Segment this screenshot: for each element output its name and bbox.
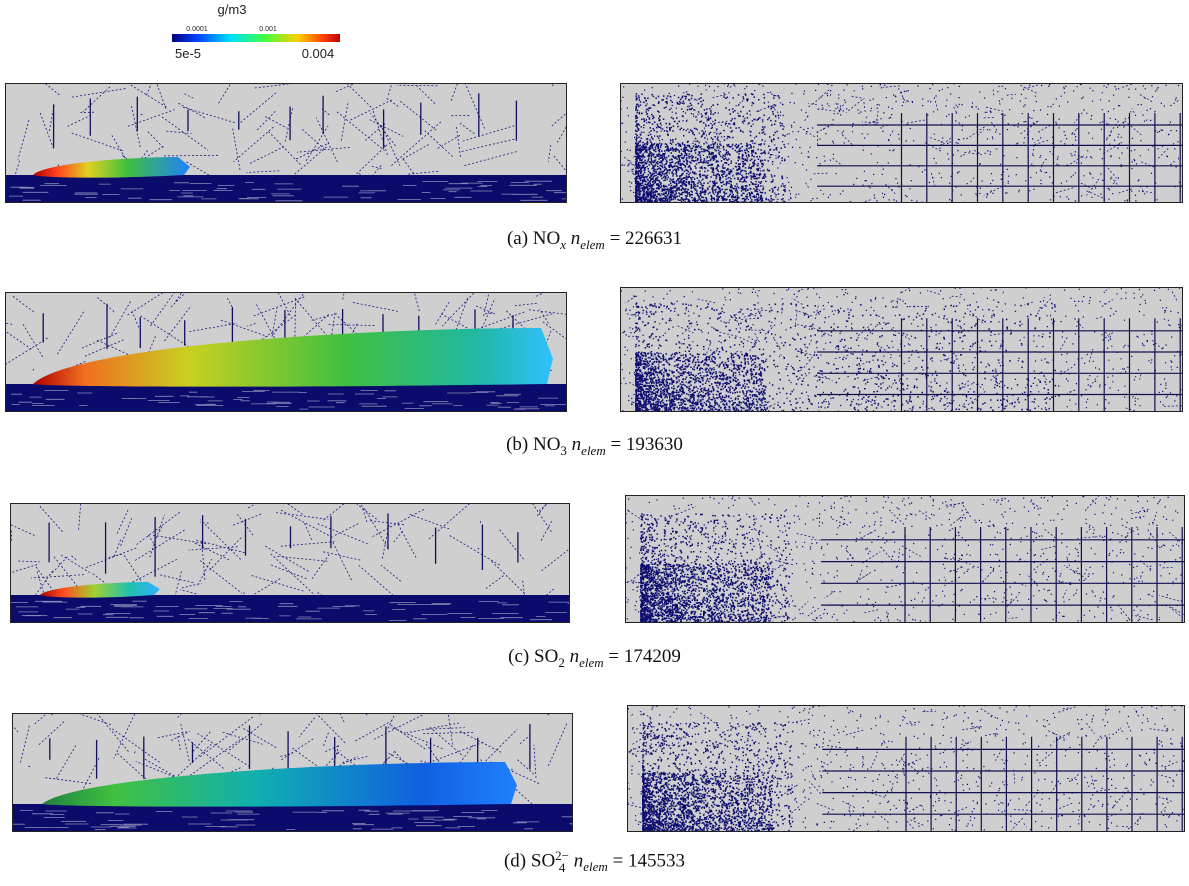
mesh-points (620, 83, 1183, 203)
caption-label: (d) (503, 850, 527, 872)
mesh-border (5, 83, 567, 203)
element-count-subscript: elem (579, 654, 604, 670)
mesh-lines (9, 83, 567, 203)
ground-strip (5, 384, 567, 412)
mesh-grid (821, 527, 1185, 623)
mesh-border (627, 705, 1185, 832)
element-count: = 174209 (608, 646, 681, 667)
species-subscript: 4 (558, 860, 566, 875)
ground-mesh (12, 809, 573, 831)
species-superscript: 2− (555, 848, 570, 863)
colorbar (172, 34, 340, 42)
caption-label: (a) (506, 228, 529, 249)
mesh-plot (10, 503, 570, 623)
ground-strip (10, 595, 570, 623)
element-count: = 193630 (610, 434, 683, 455)
element-count: = 145533 (612, 850, 686, 872)
mesh-grid (817, 113, 1183, 203)
mesh-border (12, 713, 573, 832)
caption: (a) NOx nelem = 226631 (0, 228, 1189, 253)
mesh-border (10, 503, 570, 623)
plume (33, 328, 553, 387)
caption-label: (c) (508, 646, 530, 667)
mesh-grid (822, 736, 1185, 832)
colorbar-tick-label: 0.0001 (186, 26, 208, 33)
mesh-points (620, 287, 1183, 412)
mesh-lines (625, 287, 1183, 412)
species: SO (530, 850, 556, 872)
mesh-detail (620, 287, 1183, 412)
mesh-detail (620, 83, 1183, 203)
mesh-lines (48, 513, 519, 577)
caption: (c) SO2 nelem = 174209 (0, 646, 1189, 671)
ground-mesh (10, 600, 570, 621)
mesh-lines (620, 83, 1180, 203)
element-count-subscript: elem (580, 236, 605, 252)
colorbar-title: g/m3 (218, 2, 247, 17)
mesh-points (625, 495, 1183, 623)
element-count-symbol: n (569, 646, 580, 667)
mesh-lines (10, 503, 570, 623)
colorbar-max-label: 0.004 (302, 46, 335, 61)
mesh-detail (627, 705, 1185, 832)
mesh-grid (817, 318, 1183, 412)
colorbar-min-label: 5e-5 (175, 46, 201, 61)
mesh-border (625, 495, 1185, 623)
species: NO (532, 434, 561, 455)
mesh-border (620, 287, 1183, 412)
element-count-subscript: elem (581, 442, 606, 458)
species: SO (534, 646, 559, 667)
species: NO (532, 228, 561, 249)
plume (42, 762, 517, 807)
plume (40, 582, 160, 598)
mesh-border (5, 292, 567, 412)
caption: (b) NO3 nelem = 193630 (0, 434, 1189, 459)
caption-label: (b) (506, 434, 529, 455)
mesh-lines (625, 495, 1185, 623)
species-subscript: x (560, 236, 567, 252)
mesh-detail (625, 495, 1185, 623)
element-count-symbol: n (571, 434, 582, 455)
mesh-lines (627, 705, 1178, 832)
species-subscript: 3 (560, 442, 567, 458)
mesh-lines (49, 724, 531, 786)
mesh-border (620, 83, 1183, 203)
mesh-lines (52, 93, 518, 148)
ground-mesh (11, 390, 566, 410)
mesh-plot (5, 292, 567, 412)
plume (33, 157, 190, 178)
element-count-symbol: n (573, 850, 584, 872)
element-count-subscript: elem (583, 859, 608, 875)
mesh-plot (5, 83, 567, 203)
mesh-plot (12, 713, 573, 832)
colorbar-tick-label: 0.001 (259, 26, 277, 33)
species-subscript: 2 (558, 654, 565, 670)
script-stack: 2− 4 (555, 848, 570, 875)
element-count: = 226631 (609, 228, 683, 249)
element-count-symbol: n (570, 228, 581, 249)
caption: (d) SO 2− 4 nelem = 145533 (0, 848, 1189, 875)
